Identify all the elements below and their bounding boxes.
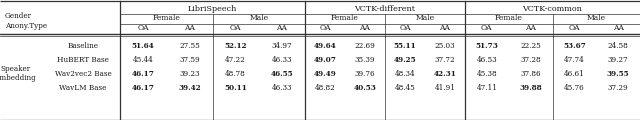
- Text: 55.11: 55.11: [394, 42, 417, 49]
- Text: 51.73: 51.73: [476, 42, 499, 49]
- Text: OA: OA: [319, 24, 331, 33]
- Text: 52.12: 52.12: [224, 42, 247, 49]
- Text: AA: AA: [184, 24, 195, 33]
- Text: LibriSpeech: LibriSpeech: [188, 5, 237, 13]
- Text: 46.55: 46.55: [271, 69, 293, 78]
- Text: OA: OA: [399, 24, 411, 33]
- Text: 49.64: 49.64: [314, 42, 337, 49]
- Text: 46.61: 46.61: [564, 69, 585, 78]
- Text: 48.45: 48.45: [395, 84, 415, 91]
- Text: 49.49: 49.49: [314, 69, 337, 78]
- Text: 37.86: 37.86: [520, 69, 541, 78]
- Text: 24.58: 24.58: [608, 42, 628, 49]
- Text: Male: Male: [415, 15, 435, 23]
- Text: Wav2vec2 Base: Wav2vec2 Base: [54, 69, 111, 78]
- Text: Male: Male: [587, 15, 606, 23]
- Text: 39.23: 39.23: [179, 69, 200, 78]
- Text: 46.33: 46.33: [271, 55, 292, 63]
- Text: 22.25: 22.25: [520, 42, 541, 49]
- Text: 39.27: 39.27: [608, 55, 628, 63]
- Text: 50.11: 50.11: [224, 84, 247, 91]
- Text: 37.72: 37.72: [435, 55, 455, 63]
- Text: WavLM Base: WavLM Base: [60, 84, 107, 91]
- Text: Gender: Gender: [5, 12, 32, 21]
- Text: 47.74: 47.74: [564, 55, 585, 63]
- Text: 46.53: 46.53: [477, 55, 497, 63]
- Text: OA: OA: [230, 24, 241, 33]
- Text: 37.28: 37.28: [520, 55, 541, 63]
- Text: 22.69: 22.69: [355, 42, 376, 49]
- Text: AA: AA: [440, 24, 451, 33]
- Text: Female: Female: [331, 15, 359, 23]
- Text: AA: AA: [276, 24, 287, 33]
- Text: 42.31: 42.31: [433, 69, 456, 78]
- Text: Female: Female: [495, 15, 523, 23]
- Text: OA: OA: [481, 24, 493, 33]
- Text: AA: AA: [525, 24, 536, 33]
- Text: 41.91: 41.91: [435, 84, 456, 91]
- Text: AA: AA: [612, 24, 623, 33]
- Text: 48.78: 48.78: [225, 69, 246, 78]
- Text: 39.76: 39.76: [355, 69, 375, 78]
- Text: 45.38: 45.38: [477, 69, 497, 78]
- Text: 46.17: 46.17: [132, 84, 155, 91]
- Text: 48.82: 48.82: [315, 84, 335, 91]
- Text: Speaker
Embedding: Speaker Embedding: [0, 65, 36, 82]
- Text: OA: OA: [568, 24, 580, 33]
- Text: 46.33: 46.33: [271, 84, 292, 91]
- Text: 39.55: 39.55: [607, 69, 629, 78]
- Text: HuBERT Base: HuBERT Base: [57, 55, 109, 63]
- Text: Baseline: Baseline: [67, 42, 99, 49]
- Text: 34.97: 34.97: [271, 42, 292, 49]
- Text: 45.76: 45.76: [564, 84, 585, 91]
- Text: 49.07: 49.07: [314, 55, 337, 63]
- Text: 37.29: 37.29: [608, 84, 628, 91]
- Text: 46.17: 46.17: [132, 69, 155, 78]
- Text: 25.03: 25.03: [435, 42, 455, 49]
- Text: 53.67: 53.67: [563, 42, 586, 49]
- Text: AA: AA: [360, 24, 371, 33]
- Text: 39.88: 39.88: [519, 84, 542, 91]
- Text: OA: OA: [138, 24, 149, 33]
- Text: 51.64: 51.64: [132, 42, 154, 49]
- Text: Female: Female: [152, 15, 180, 23]
- Text: Male: Male: [249, 15, 268, 23]
- Text: 37.59: 37.59: [179, 55, 200, 63]
- Text: VCTK-common: VCTK-common: [523, 5, 582, 13]
- Text: 27.55: 27.55: [179, 42, 200, 49]
- Text: 40.53: 40.53: [353, 84, 376, 91]
- Text: 47.11: 47.11: [476, 84, 497, 91]
- Text: Anony.Type: Anony.Type: [5, 23, 47, 30]
- Text: 49.25: 49.25: [394, 55, 416, 63]
- Text: 35.39: 35.39: [355, 55, 375, 63]
- Text: 39.42: 39.42: [178, 84, 201, 91]
- Text: VCTK-different: VCTK-different: [355, 5, 415, 13]
- Text: 47.22: 47.22: [225, 55, 246, 63]
- Text: 48.34: 48.34: [395, 69, 415, 78]
- Text: 45.44: 45.44: [132, 55, 154, 63]
